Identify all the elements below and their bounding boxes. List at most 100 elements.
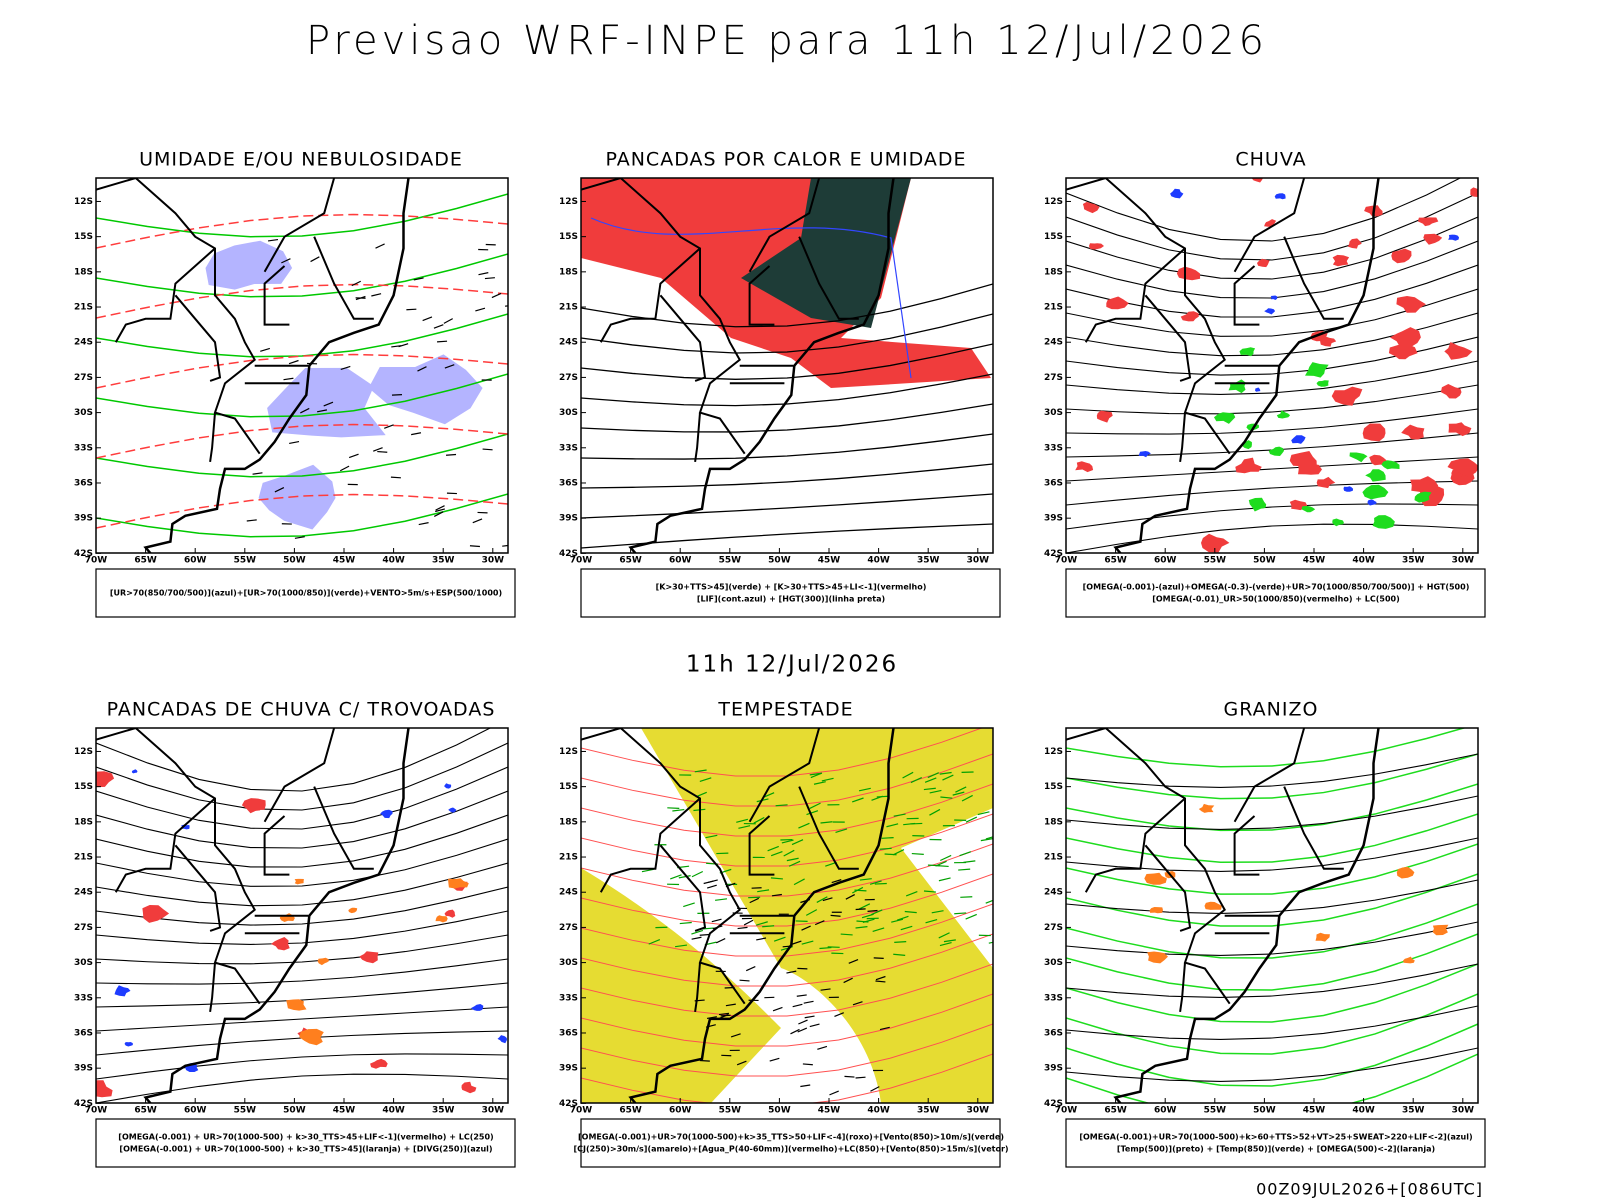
contour-line — [1066, 814, 1478, 862]
lat-label: 15S — [74, 782, 93, 792]
lat-label: 36S — [1044, 478, 1063, 488]
lat-label: 12S — [1044, 197, 1063, 207]
wind-vector — [667, 808, 679, 809]
shaded-area — [1397, 867, 1415, 879]
shaded-area — [242, 798, 266, 813]
wind-vector — [411, 433, 421, 435]
wind-vector — [391, 477, 401, 478]
wind-vector — [434, 325, 443, 329]
subtitle: 11h 12/Jul/2026 — [686, 652, 898, 678]
wind-vector — [502, 545, 512, 546]
wind-vector — [960, 897, 972, 898]
shaded-area — [271, 937, 290, 950]
legend-box — [96, 1119, 515, 1167]
wind-vector — [797, 995, 807, 996]
wind-vector — [960, 852, 971, 856]
shaded-area — [436, 915, 448, 922]
legend-text: [LIF](cont.azul) + [HGT(300)](linha pret… — [697, 595, 885, 604]
wind-vector — [831, 915, 841, 916]
lon-label: 35W — [1402, 556, 1425, 566]
shaded-area — [370, 1059, 388, 1069]
map-panel: TEMPESTADE12S15S18S21S24S27S30S33S36S39S… — [559, 699, 1009, 1168]
shaded-area — [1363, 424, 1386, 442]
legend-box — [581, 1119, 1000, 1167]
wind-vector — [473, 519, 482, 523]
shaded-area — [295, 879, 304, 885]
lat-label: 27S — [559, 923, 578, 933]
legend-box — [1066, 569, 1485, 617]
wind-vector — [798, 1020, 807, 1024]
contour-line — [1066, 457, 1478, 481]
wind-vector — [810, 1024, 820, 1027]
map-area — [96, 178, 515, 553]
shaded-area — [1290, 451, 1317, 469]
wind-vector — [707, 885, 717, 888]
shaded-area — [1332, 519, 1344, 527]
lat-label: 24S — [1044, 338, 1063, 348]
shaded-area — [1075, 461, 1093, 472]
lat-label: 33S — [74, 443, 93, 453]
wind-vector — [856, 1077, 866, 1078]
lon-label: 55W — [234, 1106, 257, 1116]
shaded-area — [1106, 297, 1129, 310]
lon-label: 65W — [134, 556, 157, 566]
wind-vector — [373, 448, 382, 451]
lat-label: 15S — [559, 232, 578, 242]
lat-label: 39S — [559, 514, 578, 524]
contour-line — [96, 215, 508, 248]
border — [660, 845, 705, 931]
shaded-area — [578, 283, 621, 311]
shaded-area — [1147, 952, 1168, 964]
wind-vector — [479, 273, 489, 275]
wind-vector — [773, 1007, 782, 1010]
shaded-area — [1301, 506, 1315, 512]
shaded-area — [125, 1042, 134, 1047]
legend-text: [OMEGA(-0.001)+UR>70(1000-500)+k>35_TTS>… — [578, 1133, 1004, 1142]
panel-title: UMIDADE E/OU NEBULOSIDADE — [139, 149, 463, 171]
lat-label: 30S — [559, 958, 578, 968]
contour-line — [96, 1074, 508, 1103]
shaded-area — [1418, 217, 1438, 226]
wind-vector — [770, 1058, 780, 1061]
panel-title: PANCADAS DE CHUVA C/ TROVOADAS — [107, 699, 496, 721]
lon-label: 35W — [917, 1106, 940, 1116]
wind-vector — [700, 1060, 710, 1061]
lat-label: 15S — [1044, 782, 1063, 792]
lat-label: 15S — [559, 782, 578, 792]
lon-label: 60W — [184, 556, 207, 566]
lat-label: 18S — [559, 267, 578, 277]
shaded-area — [1368, 500, 1377, 506]
contour-line — [581, 494, 993, 518]
lon-label: 55W — [719, 556, 742, 566]
lat-label: 30S — [74, 408, 93, 418]
legend-box — [581, 569, 1000, 617]
shaded-area — [318, 958, 329, 965]
wind-vector — [954, 913, 966, 914]
map-panel: CHUVA12S15S18S21S24S27S30S33S36S39S42S70… — [1044, 149, 1485, 618]
lon-label: 60W — [669, 1106, 692, 1116]
contour-line — [1066, 169, 1478, 241]
contour-line — [1066, 724, 1478, 767]
wind-vector — [817, 1046, 827, 1049]
shaded-area — [1097, 411, 1113, 423]
shaded-area — [1348, 238, 1362, 248]
border — [175, 295, 220, 381]
wind-vector — [744, 920, 753, 925]
lon-label: 50W — [768, 556, 791, 566]
legend-text: [K>30+TTS>45](verde) + [K>30+TTS>45+LI<-… — [656, 583, 927, 592]
wind-vector — [692, 937, 702, 939]
lon-label: 40W — [867, 556, 890, 566]
border — [601, 798, 700, 892]
shaded-area — [359, 951, 378, 963]
contour-line — [96, 194, 508, 237]
wind-vector — [295, 537, 305, 539]
border — [210, 413, 215, 462]
shaded-area — [1177, 267, 1200, 281]
border — [695, 413, 700, 462]
shaded-area — [1269, 447, 1284, 456]
lon-label: 55W — [1204, 556, 1227, 566]
shaded-area — [1441, 384, 1462, 399]
shaded-area — [1316, 933, 1330, 942]
lat-label: 21S — [74, 853, 93, 863]
